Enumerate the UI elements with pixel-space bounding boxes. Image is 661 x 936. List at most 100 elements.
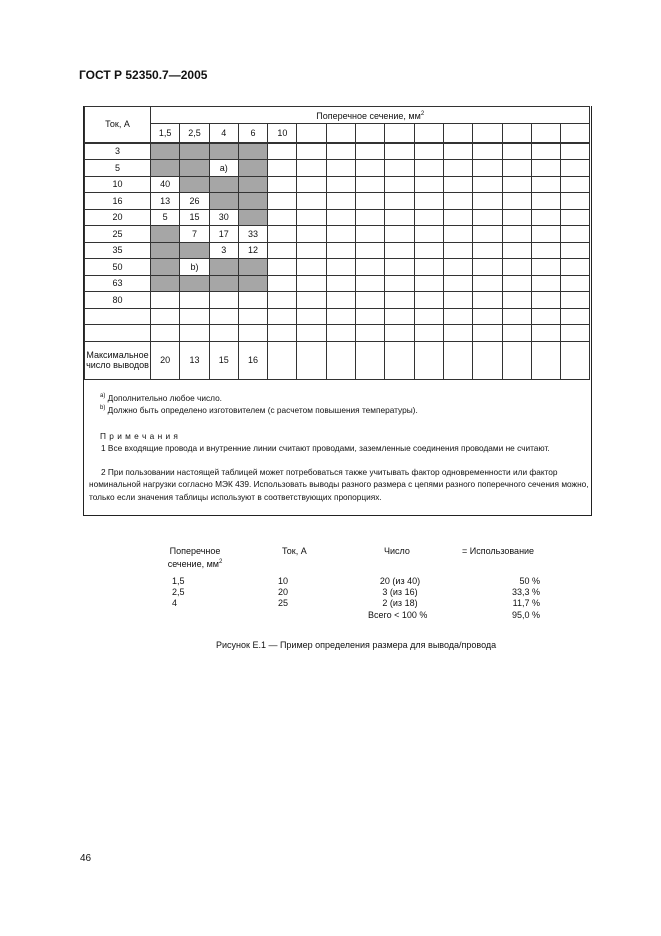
table-cell — [442, 340, 474, 380]
example-current: 25 — [277, 598, 288, 608]
table-cell — [267, 175, 298, 193]
table-cell — [355, 324, 386, 342]
table-cell — [296, 192, 327, 210]
table-cell — [530, 225, 562, 243]
table-cell — [413, 274, 444, 292]
example-header-usage: = Использование — [462, 546, 535, 556]
table-cell — [325, 291, 357, 309]
table-cell — [325, 192, 357, 210]
column-group-label: Поперечное сечение, мм — [316, 110, 421, 121]
table-cell — [267, 192, 298, 210]
table-cell — [530, 142, 562, 160]
table-cell — [472, 159, 503, 177]
table-cell — [472, 225, 503, 243]
table-cell — [296, 258, 327, 276]
table-cell — [179, 307, 210, 325]
table-cell — [442, 324, 474, 342]
table-cell — [560, 192, 591, 210]
note-1: 1 Все входящие провода и внутренние лини… — [101, 443, 550, 453]
table-cell — [384, 340, 415, 380]
table-cell — [208, 192, 239, 210]
table-cell — [237, 274, 269, 292]
table-cell — [208, 274, 239, 292]
table-cell — [179, 241, 210, 259]
column-header — [355, 122, 386, 143]
table-cell — [501, 192, 532, 210]
column-header — [413, 122, 444, 143]
table-cell — [296, 307, 327, 325]
row-label: 80 — [84, 291, 151, 309]
row-label: 50 — [84, 258, 151, 276]
table-cell — [442, 274, 474, 292]
column-header-row: 1,5 2,5 4 6 10 — [84, 122, 591, 143]
table-cell — [413, 175, 444, 193]
table-cell — [501, 340, 532, 380]
table-cell — [442, 258, 474, 276]
example-header-current: Ток, А — [282, 546, 307, 556]
table-row: 35 3 12 — [84, 241, 591, 259]
table-cell — [267, 208, 298, 226]
page-number: 46 — [80, 853, 92, 864]
table-cell — [296, 208, 327, 226]
table-row: 20 5 15 30 — [84, 208, 591, 226]
notes-title: П р и м е ч а н и я — [100, 431, 179, 441]
table-cell — [149, 291, 181, 309]
table-cell — [530, 291, 562, 309]
superscript: 2 — [420, 110, 425, 117]
table-cell — [384, 159, 415, 177]
table-cell — [472, 307, 503, 325]
table-cell — [384, 241, 415, 259]
table-cell — [413, 208, 444, 226]
table-cell — [560, 291, 591, 309]
table-cell: 13 — [179, 340, 210, 380]
table-cell — [413, 159, 444, 177]
example-header-section: Поперечное сечение, мм2 — [160, 546, 230, 569]
row-label — [84, 307, 151, 325]
row-label: 20 — [84, 208, 151, 226]
table-cell — [472, 258, 503, 276]
table-cell — [267, 274, 298, 292]
example-usage: 33,3 % — [511, 587, 540, 597]
table-cell — [179, 274, 210, 292]
table-cell — [384, 324, 415, 342]
table-cell — [413, 324, 444, 342]
example-usage: 50 % — [519, 576, 540, 586]
table-cell: 5 — [149, 208, 181, 226]
column-header — [384, 122, 415, 143]
table-cell — [530, 241, 562, 259]
table-cell — [296, 241, 327, 259]
table-cell — [442, 225, 474, 243]
table-cell — [472, 175, 503, 193]
table-cell: a) — [208, 159, 239, 177]
example-section: 1,5 — [172, 576, 185, 586]
table-cell — [501, 208, 532, 226]
column-header — [325, 122, 357, 143]
example-header-count: Число — [384, 546, 410, 556]
column-header: 6 — [237, 122, 269, 143]
table-cell: 33 — [237, 225, 269, 243]
table-cell — [472, 324, 503, 342]
table-cell — [296, 175, 327, 193]
table-cell — [149, 258, 181, 276]
table-cell — [501, 159, 532, 177]
column-header — [560, 122, 591, 143]
table-cell: 13 — [149, 192, 181, 210]
table-cell — [530, 340, 562, 380]
table-cell — [501, 241, 532, 259]
table-cell — [267, 142, 298, 160]
footnote-text: Дополнительно любое число. — [107, 392, 222, 403]
table-cell — [179, 324, 210, 342]
row-label: 10 — [84, 175, 151, 193]
table-cell — [355, 241, 386, 259]
table-cell — [472, 241, 503, 259]
table-cell — [501, 175, 532, 193]
table-cell — [413, 340, 444, 380]
table-cell — [501, 291, 532, 309]
table-cell — [208, 307, 239, 325]
table-cell — [530, 208, 562, 226]
table-row: 3 — [84, 142, 591, 160]
table-cell — [325, 241, 357, 259]
table-cell — [355, 192, 386, 210]
table-frame — [83, 106, 592, 516]
table-cell — [560, 241, 591, 259]
